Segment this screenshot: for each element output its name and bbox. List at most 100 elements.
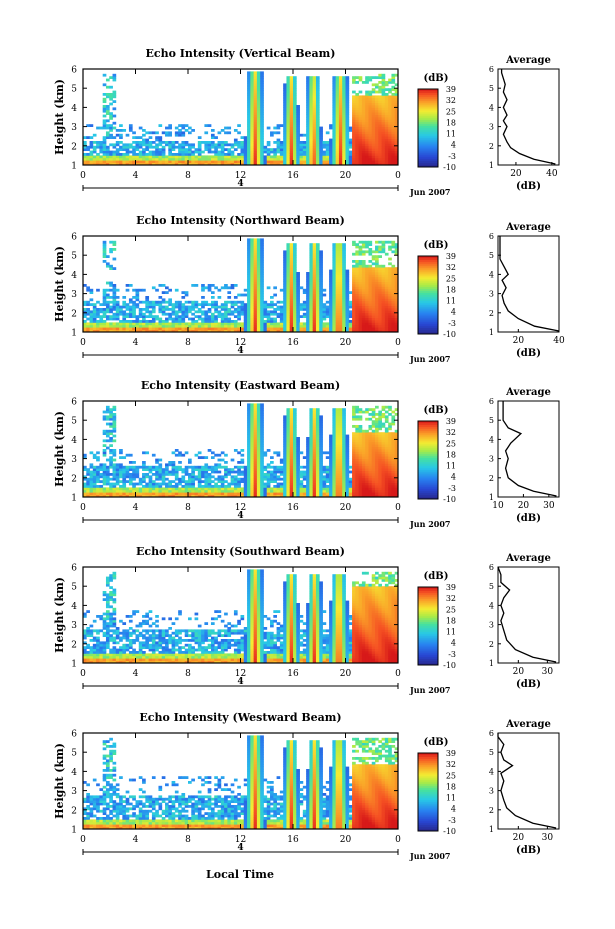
heatmap-cell xyxy=(197,160,202,163)
heatmap-cell xyxy=(355,100,360,103)
heatmap-cell xyxy=(266,320,271,323)
heatmap-cell xyxy=(184,468,189,471)
heatmap-cell xyxy=(253,480,258,483)
heatmap-cell xyxy=(243,136,248,139)
heatmap-cell xyxy=(342,320,346,323)
heatmap-cell xyxy=(312,93,317,96)
heatmap-cell xyxy=(161,150,166,154)
heatmap-cell xyxy=(214,494,218,498)
heatmap-cell xyxy=(122,315,127,318)
heatmap-cell xyxy=(83,492,87,495)
heatmap-cell xyxy=(302,308,307,311)
heatmap-cell xyxy=(394,88,399,91)
heatmap-cell xyxy=(332,298,337,302)
heatmap-cell xyxy=(233,143,238,147)
heatmap-cell xyxy=(315,269,320,273)
heatmap-cell xyxy=(109,444,113,447)
heatmap-cell xyxy=(309,317,314,321)
heatmap-cell xyxy=(210,155,215,159)
heatmap-cell xyxy=(279,308,284,311)
heatmap-cell xyxy=(296,327,300,330)
heatmap-cell xyxy=(384,322,389,326)
heatmap-cell xyxy=(119,470,123,474)
heatmap-cell xyxy=(388,312,392,316)
heatmap-cell xyxy=(204,463,209,467)
heatmap-cell xyxy=(122,148,127,151)
heatmap-cell xyxy=(289,148,294,151)
heatmap-cell xyxy=(368,324,373,328)
heatmap-cell xyxy=(332,105,337,108)
heatmap-cell xyxy=(352,97,356,101)
heatmap-cell xyxy=(306,317,310,321)
heatmap-cell xyxy=(286,145,291,149)
heatmap-cell xyxy=(109,413,113,416)
heatmap-cell xyxy=(243,160,248,163)
colorbar-swatch xyxy=(418,163,438,166)
heatmap-cell xyxy=(299,155,304,159)
average-frame xyxy=(497,235,560,333)
heatmap-cell xyxy=(358,276,363,280)
heatmap-cell xyxy=(224,480,228,483)
heatmap-cell xyxy=(230,150,235,154)
heatmap-cell xyxy=(293,298,297,302)
heatmap-cell xyxy=(194,148,199,151)
heatmap-cell xyxy=(207,485,212,488)
heatmap-cell xyxy=(151,485,156,488)
heatmap-cell xyxy=(151,305,156,309)
heatmap-cell xyxy=(260,119,264,123)
heatmap-cell xyxy=(283,153,287,156)
heatmap-cell xyxy=(253,477,258,481)
heatmap-cell xyxy=(256,279,261,282)
heatmap-cell xyxy=(99,494,104,498)
heatmap-cell xyxy=(178,150,182,154)
heatmap-cell xyxy=(89,329,94,333)
heatmap-cell xyxy=(368,131,373,135)
heatmap-cell xyxy=(371,102,376,106)
heatmap-cell xyxy=(289,296,294,299)
heatmap-cell xyxy=(109,317,113,321)
heatmap-cell xyxy=(184,141,189,144)
heatmap-cell xyxy=(256,162,261,166)
heatmap-cell xyxy=(201,303,205,306)
heatmap-cell xyxy=(338,157,343,161)
heatmap-cell xyxy=(220,477,225,481)
heatmap-cell xyxy=(371,153,376,156)
heatmap-cell xyxy=(217,492,222,495)
heatmap-cell xyxy=(194,329,199,333)
heatmap-cell xyxy=(132,312,136,316)
heatmap-cell xyxy=(378,274,382,278)
heatmap-cell xyxy=(102,417,107,421)
heatmap-cell xyxy=(135,470,140,474)
heatmap-cell xyxy=(371,272,376,275)
heatmap-cell xyxy=(332,327,337,330)
heatmap-cell xyxy=(243,155,248,159)
heatmap-cell xyxy=(250,267,255,270)
heatmap-cell xyxy=(312,252,317,256)
heatmap-cell xyxy=(371,160,376,163)
heatmap-cell xyxy=(214,453,218,457)
heatmap-cell xyxy=(319,133,323,137)
heatmap-cell xyxy=(329,298,333,302)
heatmap-cell xyxy=(322,143,327,147)
heatmap-cell xyxy=(283,317,287,321)
heatmap-cell xyxy=(201,327,205,330)
heatmap-cell xyxy=(388,284,392,287)
heatmap-cell xyxy=(342,272,346,275)
heatmap-cell xyxy=(201,162,205,166)
heatmap-cell xyxy=(158,485,163,488)
heatmap-cell xyxy=(283,329,287,333)
heatmap-cell xyxy=(332,141,337,144)
heatmap-cell xyxy=(338,322,343,326)
heatmap-cell xyxy=(361,286,366,290)
heatmap-cell xyxy=(335,286,340,290)
heatmap-cell xyxy=(92,477,97,481)
colorbar-tick-label: -3 xyxy=(448,319,456,328)
heatmap-cell xyxy=(309,107,314,111)
heatmap-cell xyxy=(329,141,333,144)
heatmap-cell xyxy=(319,267,323,270)
heatmap-cell xyxy=(197,487,202,491)
heatmap-cell xyxy=(361,119,366,123)
heatmap-cell xyxy=(332,133,337,137)
heatmap-cell xyxy=(250,124,255,127)
heatmap-cell xyxy=(342,109,346,113)
